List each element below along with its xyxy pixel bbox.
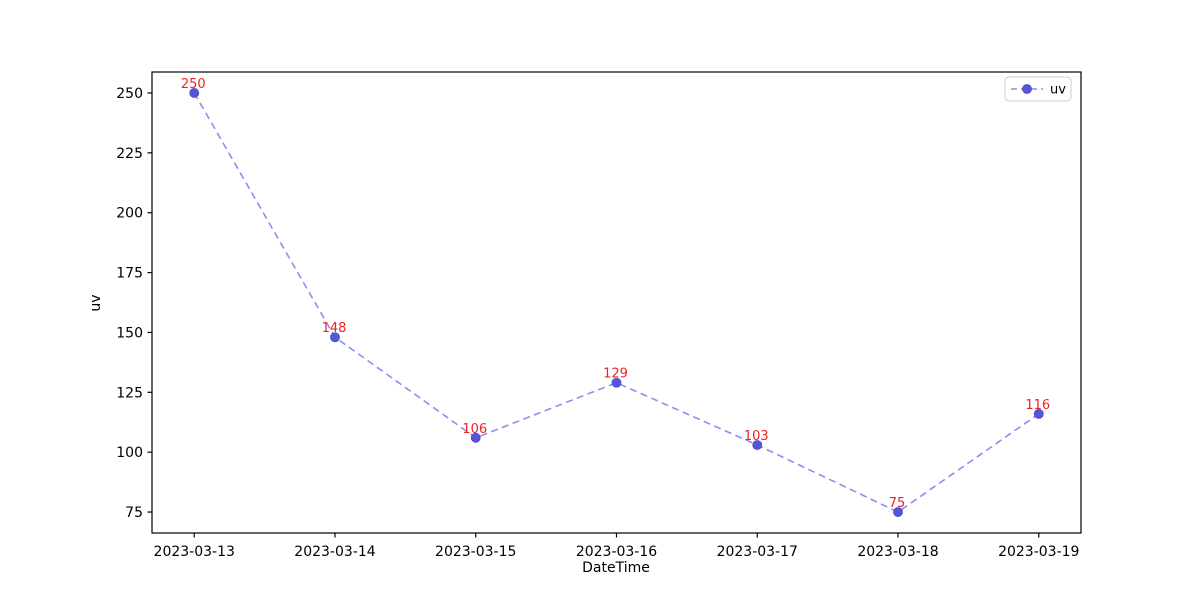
data-point-marker — [893, 507, 903, 517]
data-point-marker — [470, 432, 481, 443]
point-value-label: 106 — [462, 422, 487, 437]
data-point-marker — [611, 377, 622, 388]
x-tick-label: 2023-03-14 — [294, 544, 375, 560]
point-value-label: 148 — [322, 321, 347, 336]
y-tick-label: 250 — [116, 86, 143, 102]
y-tick-label: 100 — [116, 445, 143, 461]
legend-box — [1004, 76, 1072, 102]
y-tick-label: 200 — [116, 206, 143, 222]
x-tick-label: 2023-03-18 — [857, 544, 938, 560]
series-line — [193, 92, 1040, 513]
point-value-label: 250 — [181, 77, 206, 92]
y-tick-label: 225 — [116, 146, 143, 162]
y-tick-label: 125 — [116, 385, 143, 401]
x-tick-label: 2023-03-13 — [154, 544, 235, 560]
data-point-marker — [1033, 408, 1044, 419]
y-tick-label: 175 — [116, 266, 143, 282]
data-point-marker — [752, 440, 763, 450]
x-tick-label: 2023-03-17 — [717, 544, 798, 560]
y-tick-label: 75 — [125, 505, 143, 521]
legend-label: uv — [1050, 83, 1066, 98]
y-axis-label: uv — [88, 294, 104, 311]
x-tick-label: 2023-03-19 — [998, 544, 1079, 560]
plot-border — [151, 71, 1082, 534]
data-point-marker — [330, 332, 340, 343]
y-tick-label: 150 — [116, 325, 143, 341]
x-axis-label: DateTime — [582, 560, 650, 576]
x-tick-label: 2023-03-16 — [576, 544, 657, 560]
x-tick-label: 2023-03-15 — [435, 544, 516, 560]
point-value-label: 129 — [603, 367, 628, 382]
point-value-label: 103 — [744, 429, 769, 444]
point-value-label: 75 — [889, 496, 906, 511]
legend-marker-icon — [1022, 84, 1032, 94]
legend: uv — [1004, 76, 1072, 102]
point-value-label: 116 — [1025, 398, 1050, 413]
data-point-marker — [189, 88, 200, 98]
